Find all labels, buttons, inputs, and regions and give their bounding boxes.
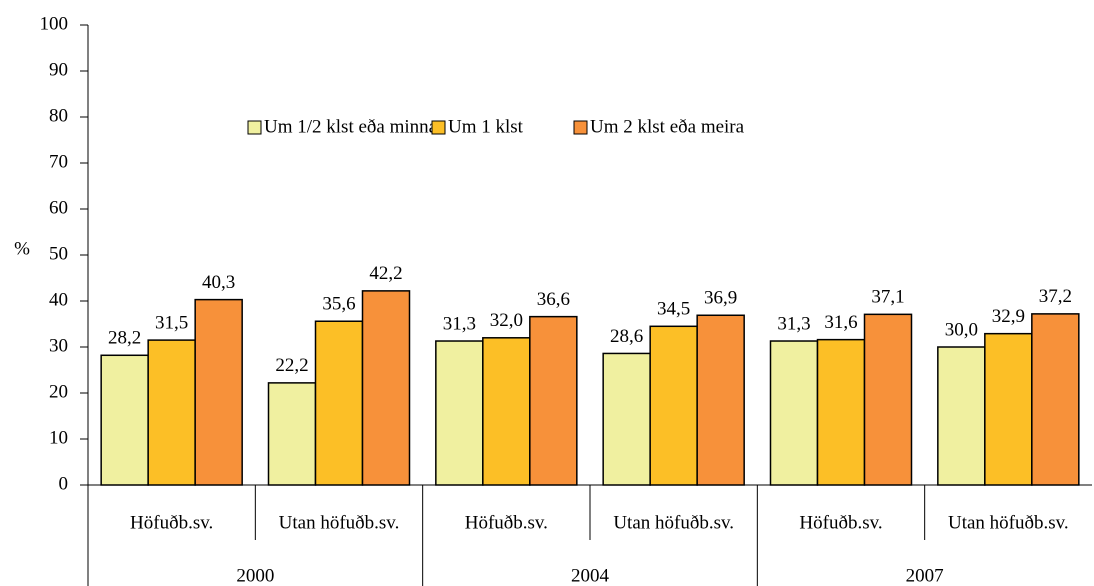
value-label: 42,2 — [369, 263, 402, 284]
bar — [100, 354, 149, 486]
value-label: 28,2 — [108, 328, 141, 349]
value-label: 36,9 — [704, 288, 737, 309]
value-label: 34,5 — [657, 299, 690, 320]
y-tick-label: 20 — [49, 381, 68, 402]
y-tick-label: 100 — [40, 13, 69, 34]
y-tick-label: 60 — [49, 197, 68, 218]
bar — [314, 320, 364, 486]
x-tick-label: Utan höfuðb.sv. — [948, 512, 1069, 533]
x-group-label: 2000 — [236, 565, 274, 586]
bar — [863, 313, 913, 486]
bar — [937, 346, 986, 486]
value-label: 22,2 — [275, 355, 308, 376]
bar — [267, 382, 317, 486]
bar — [1031, 313, 1080, 486]
bar — [816, 338, 866, 486]
value-label: 31,3 — [443, 313, 476, 334]
value-label: 31,6 — [824, 312, 857, 333]
value-label: 36,6 — [537, 289, 570, 310]
y-tick-label: 90 — [49, 59, 68, 80]
value-label: 28,6 — [610, 326, 643, 347]
x-group-label: 2007 — [906, 565, 944, 586]
legend-swatch — [573, 120, 588, 135]
legend-label: Um 1/2 klst eða minna — [264, 116, 438, 137]
y-tick-label: 10 — [49, 427, 68, 448]
y-tick-label: 40 — [49, 289, 68, 310]
legend-swatch — [247, 120, 262, 135]
bar — [147, 339, 196, 486]
value-label: 31,3 — [777, 313, 810, 334]
legend-label: Um 1 klst — [448, 116, 524, 137]
value-label: 37,2 — [1039, 286, 1072, 307]
bar — [529, 315, 578, 486]
bar — [482, 337, 531, 486]
value-label: 30,0 — [945, 319, 978, 340]
x-tick-label: Höfuðb.sv. — [799, 512, 882, 533]
y-tick-label: 70 — [49, 151, 68, 172]
legend-swatch — [431, 120, 446, 135]
bar — [696, 314, 745, 486]
y-tick-label: 80 — [49, 105, 68, 126]
y-axis-label: % — [14, 238, 30, 259]
value-label: 35,6 — [322, 294, 355, 315]
x-tick-label: Höfuðb.sv. — [465, 512, 548, 533]
x-tick-label: Utan höfuðb.sv. — [279, 512, 400, 533]
bar — [602, 352, 651, 486]
y-tick-label: 50 — [49, 243, 68, 264]
bar — [984, 332, 1033, 486]
value-label: 40,3 — [202, 272, 235, 293]
value-label: 31,5 — [155, 312, 188, 333]
x-tick-label: Höfuðb.sv. — [130, 512, 213, 533]
bar — [769, 340, 819, 486]
legend-label: Um 2 klst eða meira — [590, 116, 745, 137]
bar — [649, 325, 698, 486]
bar — [435, 340, 484, 486]
x-tick-label: Utan höfuðb.sv. — [613, 512, 734, 533]
y-tick-label: 0 — [59, 473, 69, 494]
value-label: 37,1 — [871, 287, 904, 308]
bar — [361, 290, 411, 486]
value-label: 32,9 — [992, 306, 1025, 327]
value-label: 32,0 — [490, 310, 523, 331]
x-group-label: 2004 — [571, 565, 610, 586]
bar — [194, 298, 243, 486]
y-tick-label: 30 — [49, 335, 68, 356]
